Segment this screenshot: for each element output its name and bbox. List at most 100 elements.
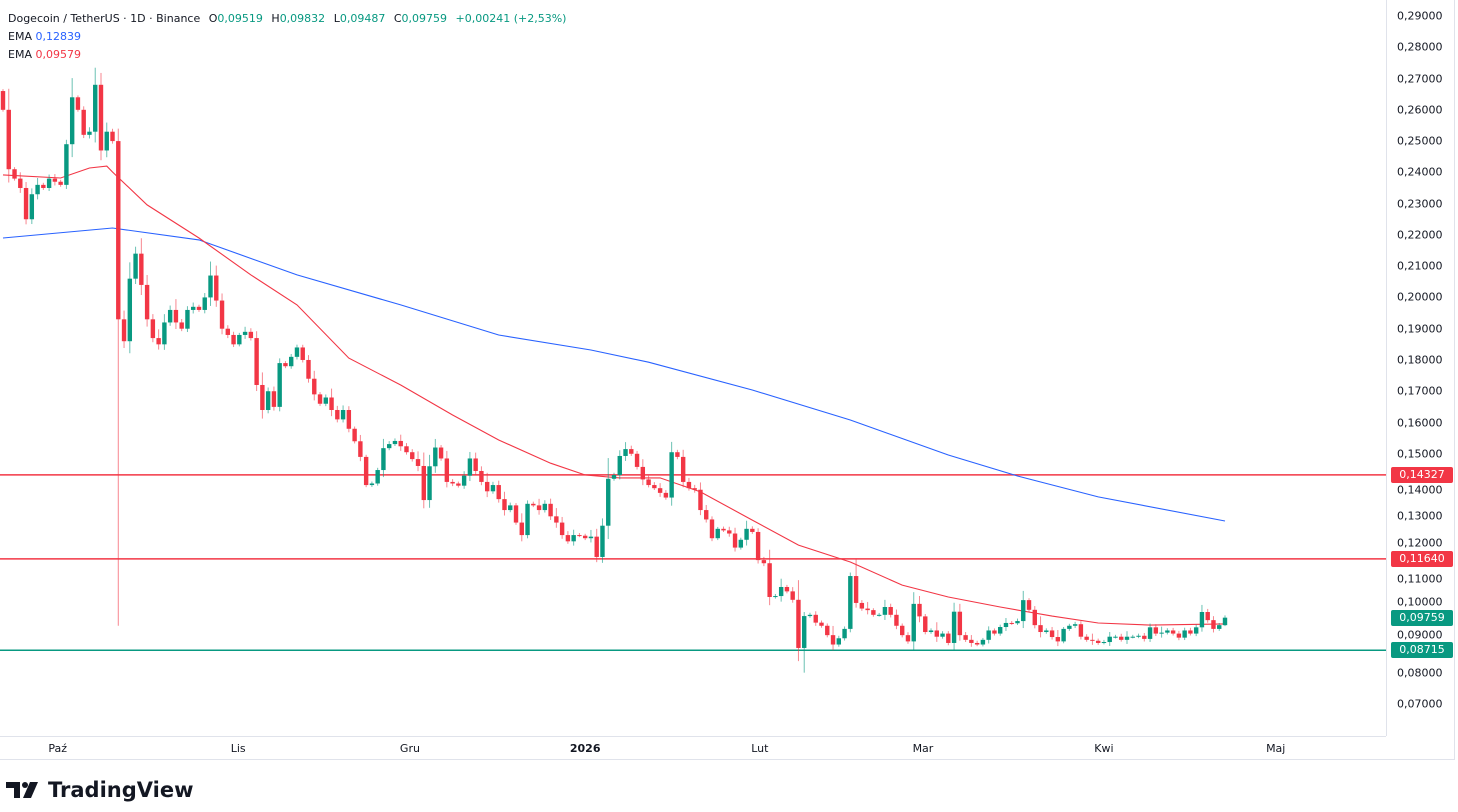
candle-bullish (202, 297, 207, 310)
candle-bullish (986, 630, 991, 640)
candle-bullish (185, 309, 190, 329)
last-price-badge: 0,09759 (1391, 609, 1453, 626)
time-tick-label: Maj (1266, 742, 1286, 755)
candle-bearish (819, 622, 824, 626)
candle-bearish (52, 178, 58, 182)
price-tick-label: 0,13000 (1397, 509, 1443, 523)
candle-bullish (69, 97, 75, 145)
close-label: C (393, 12, 402, 25)
candle-bearish (260, 384, 265, 411)
candle-bearish (1055, 637, 1061, 642)
candle-bearish (18, 178, 23, 188)
candle-bullish (1159, 632, 1164, 634)
candle-bullish (744, 528, 749, 540)
candle-bullish (807, 614, 813, 617)
candle-bullish (1217, 625, 1222, 629)
candle-bearish (974, 642, 980, 645)
candle-bearish (1095, 640, 1101, 643)
candle-bullish (127, 278, 133, 342)
candle-bearish (300, 347, 305, 360)
candle-bullish (802, 616, 807, 648)
candle-bearish (755, 531, 761, 561)
candle-bearish (110, 131, 115, 142)
symbol-ohlc-row[interactable]: Dogecoin / TetherUS · 1D · Binance O0,09… (8, 10, 566, 28)
candle-bullish (606, 478, 611, 526)
candle-bearish (629, 449, 634, 454)
candle-bullish (738, 539, 744, 548)
ema-fast-row[interactable]: EMA 0,09579 (8, 46, 566, 64)
time-axis[interactable]: Paź Lis Gru 2026 Lut Mar Kwi Maj (0, 736, 1386, 761)
time-tick-label: Gru (399, 742, 420, 755)
candle-bullish (1003, 622, 1009, 628)
candle-bullish (375, 470, 380, 484)
candle-bearish (306, 359, 311, 379)
candle-bullish (715, 528, 720, 539)
price-axis[interactable]: 0,14327 0,11640 0,08715 0,09759 0,29000 0,280… (1386, 0, 1456, 736)
price-tick-label: 0,24000 (1397, 165, 1443, 179)
ema-fast-label: EMA (8, 48, 32, 61)
candle-bearish (1026, 600, 1032, 610)
price-chart-canvas[interactable] (0, 0, 1386, 736)
candle-bearish (692, 488, 697, 490)
candle-bearish (196, 306, 202, 310)
candle-bearish (888, 607, 893, 615)
candle-bearish (254, 338, 259, 385)
candle-bearish (917, 603, 922, 617)
price-tick-label: 0,19000 (1397, 322, 1443, 336)
candle-bullish (842, 628, 847, 639)
time-tick-label: Lis (230, 742, 246, 755)
candle-bearish (732, 533, 738, 548)
candle-bearish (329, 397, 334, 411)
candle-bullish (571, 535, 576, 542)
candle-bearish (519, 522, 524, 536)
candle-bearish (900, 625, 905, 636)
candle-bearish (698, 489, 703, 511)
candle-bearish (283, 363, 288, 367)
candle-bearish (871, 610, 876, 615)
candle-bullish (35, 184, 40, 195)
price-tick-label: 0,11000 (1397, 572, 1443, 586)
candle-bearish (548, 503, 553, 517)
candle-bearish (1153, 627, 1159, 634)
chart-frame (0, 0, 1455, 760)
candle-bullish (1124, 636, 1130, 640)
candle-bearish (652, 485, 657, 489)
candle-bearish (410, 452, 415, 460)
ema-slow-row[interactable]: EMA 0,12839 (8, 28, 566, 46)
candle-bearish (346, 410, 352, 429)
candle-bearish (156, 338, 161, 345)
candle-bearish (634, 453, 640, 467)
candle-bullish (951, 611, 957, 643)
candle-bullish (1113, 636, 1118, 638)
price-tick-label: 0,10000 (1397, 595, 1443, 609)
candle-bearish (121, 319, 127, 342)
candle-bearish (1211, 620, 1216, 629)
time-tick-label: Mar (912, 742, 934, 755)
candle-bullish (1165, 630, 1170, 633)
candle-bearish (686, 481, 692, 489)
price-tick-label: 0,22000 (1397, 228, 1443, 242)
candle-bearish (594, 536, 599, 557)
candle-bearish (992, 630, 997, 634)
candle-bearish (248, 331, 254, 339)
candle-bullish (433, 447, 438, 467)
candle-bearish (225, 328, 231, 335)
tradingview-logo[interactable]: TradingView (6, 778, 193, 802)
candle-bearish (58, 181, 63, 185)
candle-bullish (1072, 624, 1078, 626)
candle-bearish (144, 284, 150, 320)
close-value: 0,09759 (401, 12, 448, 25)
candle-bearish (709, 519, 715, 539)
candle-bearish (1090, 639, 1095, 641)
ema-slow-value: 0,12839 (35, 30, 81, 43)
candle-bullish (1044, 630, 1049, 633)
candle-bullish (617, 455, 622, 476)
price-tick-label: 0,09000 (1397, 628, 1443, 642)
candle-bullish (1015, 621, 1020, 624)
candle-bearish (404, 446, 409, 453)
candle-bullish (1130, 636, 1135, 638)
candle-bearish (6, 109, 11, 170)
candle-bearish (12, 169, 17, 179)
candle-bullish (773, 596, 778, 598)
price-tick-label: 0,18000 (1397, 353, 1443, 367)
